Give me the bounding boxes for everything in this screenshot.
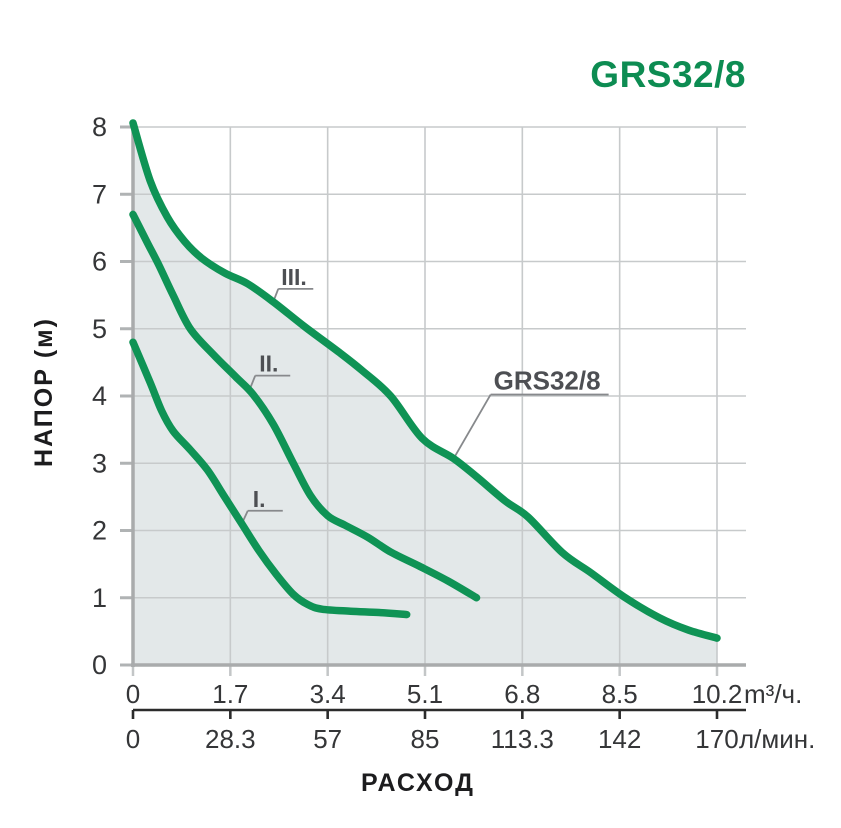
x-tick-label-lmin: 142 — [598, 724, 641, 754]
x-tick-label-lmin: 28.3 — [205, 724, 256, 754]
x-tick-label-m3h: 8.5 — [602, 679, 638, 709]
x-unit-m3h: m³/ч. — [744, 679, 802, 709]
y-axis-title: НАПОР (м) — [30, 317, 58, 467]
callout-leader-line — [452, 394, 492, 459]
y-tick-label: 5 — [92, 314, 107, 344]
chart-title: GRS32/8 — [590, 54, 746, 95]
x-tick-label-lmin: 85 — [411, 724, 440, 754]
x-unit-lmin: л/мин. — [739, 724, 815, 754]
curve-label-i: I. — [253, 486, 266, 512]
x-axis-title: РАСХОД — [361, 769, 475, 797]
x-tick-label-lmin: 0 — [126, 724, 140, 754]
y-tick-label: 6 — [92, 247, 107, 277]
x-tick-label-lmin: 57 — [313, 724, 342, 754]
chart-generated-layer: 0 1.7 3.4 5.1 6.8 8.5 10.20 28.3 57 85 113.3 142 170… — [92, 112, 746, 754]
y-tick-label: 4 — [92, 381, 107, 411]
x-tick-label-lmin: 113.3 — [491, 724, 554, 754]
curve-label-ii: II. — [259, 351, 278, 377]
curve-area-fill — [133, 122, 717, 666]
y-tick-label: 7 — [92, 179, 107, 209]
x-tick-label-m3h: 5.1 — [407, 679, 443, 709]
y-tick-label: 1 — [92, 583, 107, 613]
x-tick-label-m3h: 3.4 — [310, 679, 346, 709]
y-tick-label: 3 — [92, 448, 107, 478]
y-tick-label: 0 — [92, 650, 107, 680]
pump-curve-ii — [129, 210, 481, 602]
x-tick-label-m3h: 10.2 — [692, 679, 743, 709]
y-tick-label: 8 — [92, 112, 107, 142]
pump-curve-iii — [129, 119, 721, 642]
pump-curve-i — [129, 338, 411, 619]
x-tick-label-m3h: 1.7 — [212, 679, 248, 709]
y-tick-label: 2 — [92, 516, 107, 546]
curve-label-grs328: GRS32/8 — [494, 366, 601, 396]
x-tick-label-lmin: 170 — [695, 724, 738, 754]
x-tick-label-m3h: 0 — [126, 679, 140, 709]
curve-label-iii: III. — [281, 264, 307, 290]
x-tick-label-m3h: 6.8 — [504, 679, 540, 709]
